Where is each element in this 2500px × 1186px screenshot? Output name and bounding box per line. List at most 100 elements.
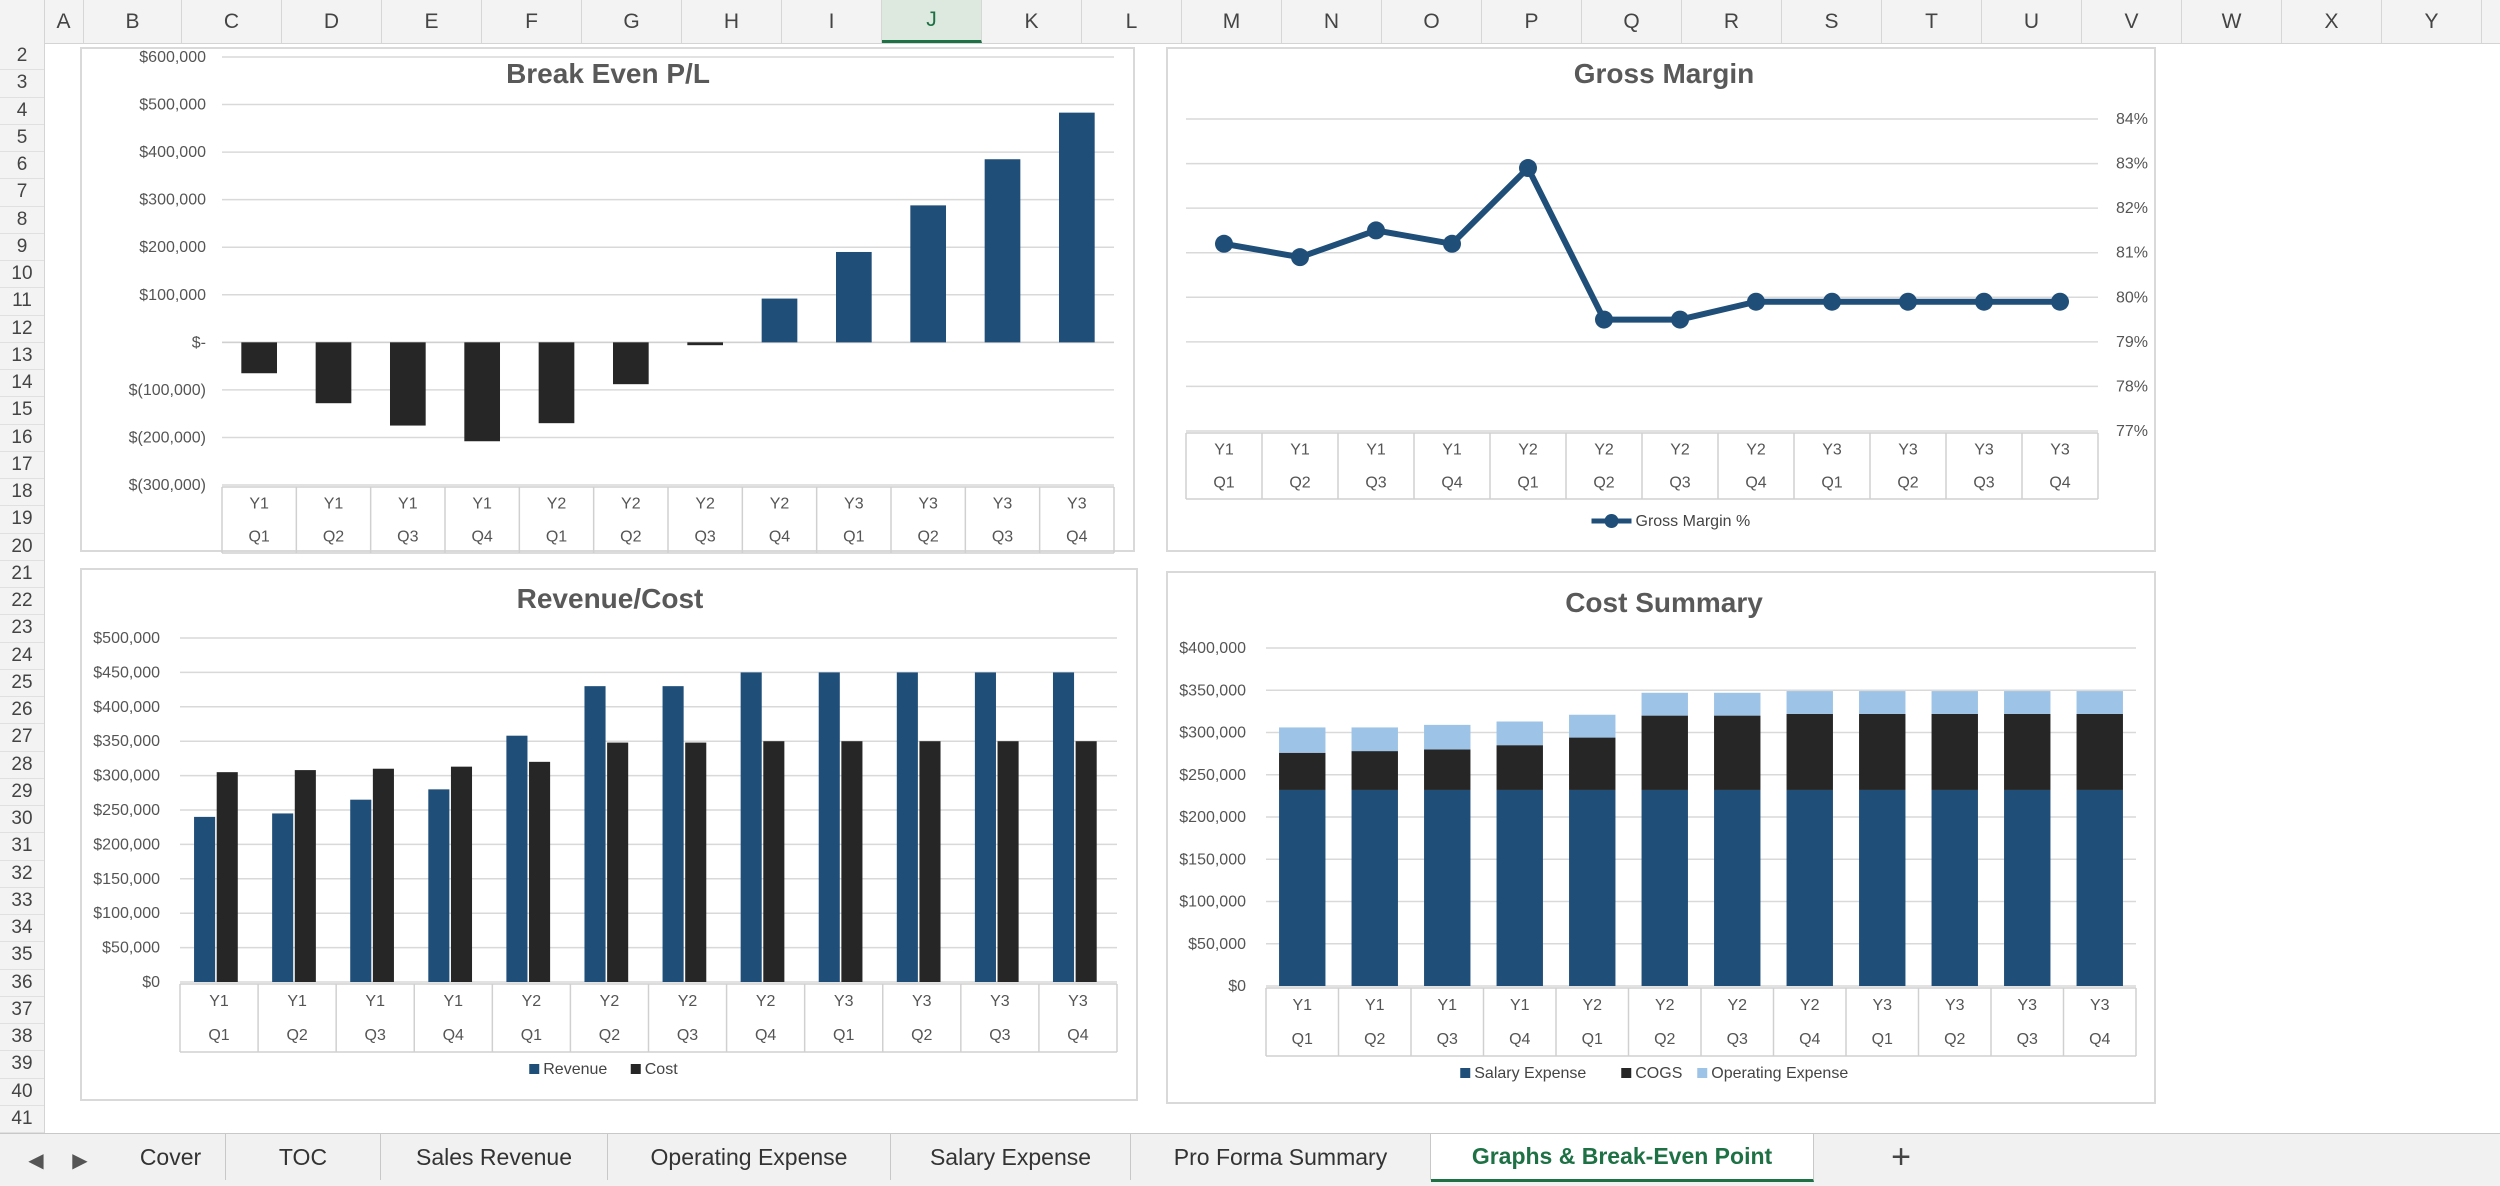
row-header-40[interactable]: 40 (0, 1079, 44, 1106)
row-header-6[interactable]: 6 (0, 152, 44, 180)
column-header-x[interactable]: X (2282, 0, 2382, 43)
legend-swatch (1697, 1068, 1708, 1078)
row-header-23[interactable]: 23 (0, 615, 44, 643)
row-header-10[interactable]: 10 (0, 261, 44, 289)
column-header-c[interactable]: C (182, 0, 282, 43)
column-header-k[interactable]: K (982, 0, 1082, 43)
sheet-tab-toc[interactable]: TOC (226, 1134, 381, 1180)
row-header-20[interactable]: 20 (0, 534, 44, 561)
operating-expense-bar (1424, 724, 1471, 750)
row-header-2[interactable]: 2 (0, 43, 44, 71)
row-header-38[interactable]: 38 (0, 1024, 44, 1052)
cost-summary-chart[interactable]: Cost Summary $400,000 $350,000 $300,000 $250… (1166, 571, 2156, 1104)
column-header-t[interactable]: T (1882, 0, 1982, 43)
row-header-7[interactable]: 7 (0, 179, 44, 207)
column-header-v[interactable]: V (2082, 0, 2182, 43)
row-header-3[interactable]: 3 (0, 70, 44, 98)
add-sheet-button[interactable]: + (1891, 1137, 1911, 1176)
row-header-4[interactable]: 4 (0, 98, 44, 125)
row-header-31[interactable]: 31 (0, 833, 44, 861)
row-header-13[interactable]: 13 (0, 343, 44, 370)
sheet-tab-graphs-break-even-point[interactable]: Graphs & Break-Even Point (1431, 1134, 1814, 1182)
row-header-29[interactable]: 29 (0, 779, 44, 806)
column-header-l[interactable]: L (1082, 0, 1182, 43)
row-header-22[interactable]: 22 (0, 588, 44, 616)
y-tick-label: 83% (2116, 156, 2148, 173)
row-header-21[interactable]: 21 (0, 561, 44, 588)
x-tick-label-year: Y1 (365, 993, 385, 1010)
row-header-32[interactable]: 32 (0, 861, 44, 888)
row-header-34[interactable]: 34 (0, 915, 44, 943)
chevron-left-icon[interactable]: ◀ (28, 1149, 44, 1172)
row-header-8[interactable]: 8 (0, 207, 44, 234)
row-header-14[interactable]: 14 (0, 370, 44, 398)
row-header-16[interactable]: 16 (0, 425, 44, 452)
column-header-o[interactable]: O (1382, 0, 1482, 43)
x-tick-label-quarter: Q2 (1897, 474, 1918, 491)
column-header-g[interactable]: G (582, 0, 682, 43)
sheet-tab-operating-expense[interactable]: Operating Expense (608, 1134, 891, 1180)
column-header-h[interactable]: H (682, 0, 782, 43)
x-tick-label-year: Y3 (844, 495, 864, 512)
row-header-30[interactable]: 30 (0, 806, 44, 834)
row-header-19[interactable]: 19 (0, 506, 44, 534)
row-header-9[interactable]: 9 (0, 234, 44, 261)
chevron-right-icon[interactable]: ▶ (72, 1149, 88, 1172)
column-header-p[interactable]: P (1482, 0, 1582, 43)
x-tick-label-quarter: Q3 (1669, 474, 1690, 491)
column-header-e[interactable]: E (382, 0, 482, 43)
column-header-s[interactable]: S (1782, 0, 1882, 43)
column-header-u[interactable]: U (1982, 0, 2082, 43)
column-header-r[interactable]: R (1682, 0, 1782, 43)
sheet-tab-sales-revenue[interactable]: Sales Revenue (381, 1134, 608, 1180)
column-header-y[interactable]: Y (2382, 0, 2482, 43)
row-header-36[interactable]: 36 (0, 970, 44, 997)
column-header-j[interactable]: J (882, 0, 982, 43)
row-header-5[interactable]: 5 (0, 125, 44, 152)
row-header-12[interactable]: 12 (0, 316, 44, 343)
column-header-m[interactable]: M (1182, 0, 1282, 43)
select-all-corner[interactable] (0, 0, 45, 43)
row-header-26[interactable]: 26 (0, 697, 44, 725)
row-header-17[interactable]: 17 (0, 452, 44, 479)
row-header-24[interactable]: 24 (0, 643, 44, 670)
revenue-cost-chart[interactable]: Revenue/Cost $500,000 $450,000 $400,000 $350… (80, 568, 1138, 1101)
column-header-w[interactable]: W (2182, 0, 2282, 43)
column-header-q[interactable]: Q (1582, 0, 1682, 43)
column-header-i[interactable]: I (782, 0, 882, 43)
y-tick-label: 84% (2116, 111, 2148, 128)
row-header-37[interactable]: 37 (0, 997, 44, 1024)
row-header-35[interactable]: 35 (0, 942, 44, 970)
row-header-41[interactable]: 41 (0, 1106, 44, 1133)
column-header-f[interactable]: F (482, 0, 582, 43)
x-tick-label-year: Y2 (1727, 997, 1747, 1014)
y-tick-label: $100,000 (139, 287, 206, 304)
cost-bar (372, 768, 394, 982)
column-header-n[interactable]: N (1282, 0, 1382, 43)
column-header-b[interactable]: B (84, 0, 182, 43)
x-tick-label-quarter: Q4 (471, 528, 492, 545)
revenue-bar (350, 799, 372, 982)
row-header-27[interactable]: 27 (0, 724, 44, 752)
row-header-25[interactable]: 25 (0, 670, 44, 697)
sheet-tab-cover[interactable]: Cover (116, 1134, 226, 1180)
break-even-chart[interactable]: Break Even P/L $600,000 $500,000 $400,000 $3… (80, 47, 1135, 554)
row-header-28[interactable]: 28 (0, 752, 44, 779)
legend-label: Salary Expense (1474, 1065, 1586, 1082)
row-header-18[interactable]: 18 (0, 479, 44, 507)
row-header-39[interactable]: 39 (0, 1051, 44, 1079)
y-tick-label: 80% (2116, 289, 2148, 306)
column-header-a[interactable]: A (44, 0, 84, 43)
salary-expense-bar (1714, 789, 1761, 986)
revenue-bar (818, 672, 840, 982)
gross-margin-chart[interactable]: Gross Margin 84% 83% 82% 81% 80% 79% 78% 77% Y1 Q1… (1166, 47, 2156, 552)
column-header-d[interactable]: D (282, 0, 382, 43)
legend-swatch (1460, 1068, 1471, 1078)
x-tick-label-year: Y1 (398, 495, 418, 512)
row-header-11[interactable]: 11 (0, 288, 44, 316)
sheet-tab-pro-forma-summary[interactable]: Pro Forma Summary (1131, 1134, 1431, 1180)
sheet-tab-salary-expense[interactable]: Salary Expense (891, 1134, 1131, 1180)
row-header-15[interactable]: 15 (0, 397, 44, 425)
x-tick-label-year: Y2 (1518, 441, 1538, 458)
row-header-33[interactable]: 33 (0, 888, 44, 915)
